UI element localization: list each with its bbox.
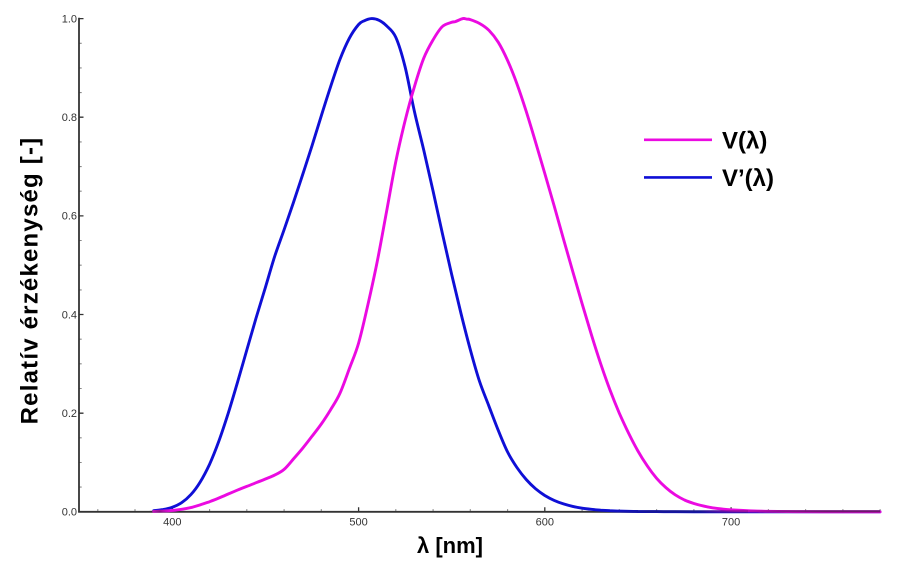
svg-text:0.6: 0.6 [62, 211, 77, 223]
svg-text:1.0: 1.0 [62, 13, 77, 25]
svg-text:500: 500 [349, 517, 367, 529]
svg-text:0.2: 0.2 [62, 408, 77, 420]
svg-text:400: 400 [163, 517, 181, 529]
svg-text:V’(λ): V’(λ) [722, 165, 774, 192]
svg-text:600: 600 [536, 517, 554, 529]
svg-text:0.0: 0.0 [62, 507, 77, 519]
svg-text:V(λ): V(λ) [722, 128, 767, 155]
svg-text:0.4: 0.4 [62, 309, 77, 321]
svg-text:0.8: 0.8 [62, 112, 77, 124]
svg-text:λ [nm]: λ [nm] [417, 533, 483, 558]
svg-text:700: 700 [722, 517, 740, 529]
svg-text:Relatív érzékenység [-]: Relatív érzékenység [-] [17, 137, 44, 425]
